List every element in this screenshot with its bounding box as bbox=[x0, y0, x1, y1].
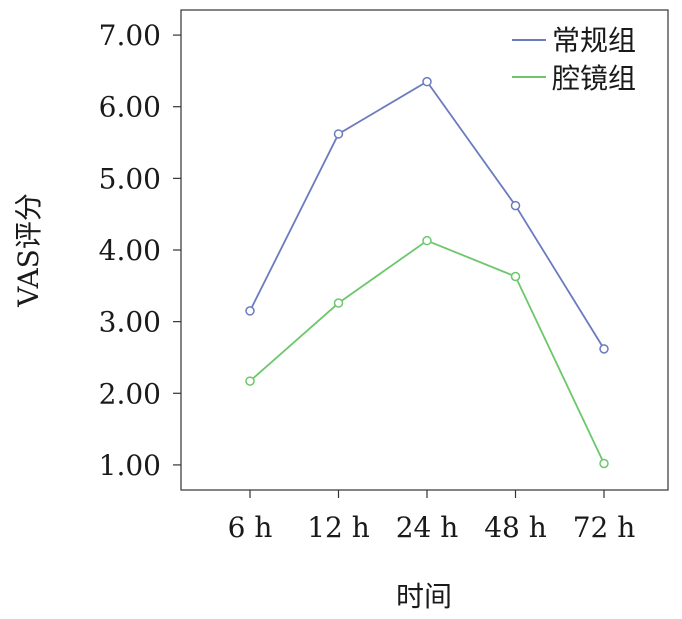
y-tick-label: 4.00 bbox=[99, 234, 161, 267]
legend: 常规组 腔镜组 bbox=[512, 24, 636, 95]
x-axis-ticks: 6 h 12 h 24 h 48 h 72 h bbox=[228, 490, 636, 544]
data-point bbox=[422, 76, 432, 87]
y-axis-title: VAS评分 bbox=[12, 193, 45, 308]
data-point bbox=[599, 458, 609, 469]
y-tick-label: 1.00 bbox=[99, 449, 161, 482]
x-tick-label: 24 h bbox=[396, 511, 459, 544]
series-1 bbox=[245, 76, 609, 354]
x-tick-label: 48 h bbox=[484, 511, 547, 544]
x-tick-label: 72 h bbox=[573, 511, 636, 544]
data-point bbox=[422, 235, 432, 246]
y-axis-ticks: 1.00 2.00 3.00 4.00 5.00 6.00 7.00 bbox=[99, 19, 181, 482]
x-tick-label: 6 h bbox=[228, 511, 273, 544]
x-tick-label: 12 h bbox=[307, 511, 370, 544]
y-tick-label: 3.00 bbox=[99, 306, 161, 339]
legend-label-series-2: 腔镜组 bbox=[552, 62, 636, 95]
x-axis-title: 时间 bbox=[396, 580, 452, 613]
data-point bbox=[599, 344, 609, 354]
series-line bbox=[249, 239, 605, 464]
data-point bbox=[510, 200, 521, 211]
y-tick-label: 6.00 bbox=[99, 91, 161, 124]
y-tick-label: 5.00 bbox=[99, 162, 161, 195]
y-tick-label: 2.00 bbox=[99, 377, 161, 410]
data-point bbox=[510, 271, 521, 282]
data-point bbox=[245, 376, 255, 386]
y-tick-label: 7.00 bbox=[99, 19, 161, 52]
data-point bbox=[333, 298, 344, 308]
series-line bbox=[249, 80, 605, 350]
series-2 bbox=[245, 235, 609, 469]
data-point bbox=[333, 129, 344, 139]
data-point bbox=[245, 306, 255, 316]
legend-label-series-1: 常规组 bbox=[552, 24, 636, 57]
series-layer bbox=[245, 76, 609, 469]
